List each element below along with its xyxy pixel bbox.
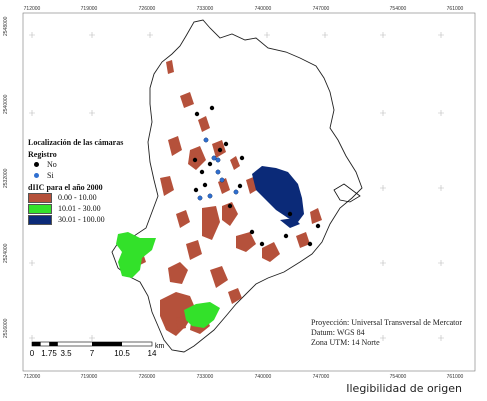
- legend-label-no: No: [47, 160, 57, 169]
- scale-label: 0: [30, 349, 35, 358]
- map-legend: Localización de las cámaras Registro No …: [28, 138, 160, 225]
- x-tick-top: 740000: [254, 6, 272, 12]
- scale-bar: 0 1.75 3.5 7 10.5 14 km: [30, 341, 165, 358]
- legend-item-si: Si: [28, 170, 160, 181]
- utm-zone-line: Zona UTM: 14 Norte: [311, 338, 380, 347]
- legend-item-no: No: [28, 159, 160, 170]
- dIIC-high-patches: [252, 166, 304, 228]
- legend-item-class3: 30.01 - 100.00: [28, 214, 160, 225]
- x-tick-top: 761000: [446, 6, 464, 12]
- outline-patches: [333, 183, 361, 203]
- black-dot-icon: [34, 162, 39, 167]
- datum-line: Datum: WGS 84: [311, 328, 365, 337]
- blue-dot-icon: [34, 173, 39, 178]
- x-tick-top: 754000: [389, 6, 407, 12]
- x-tick-top: 726000: [138, 6, 156, 12]
- camera-points-no: [192, 105, 321, 247]
- green-swatch-icon: [28, 203, 52, 214]
- scale-label: 3.5: [60, 349, 72, 358]
- dIIC-mid-patches: [116, 232, 220, 328]
- legend-label-class3: 30.01 - 100.00: [58, 215, 105, 224]
- x-tick-top: 719000: [80, 6, 98, 12]
- x-tick-bottom: 754000: [389, 374, 407, 380]
- projection-info: Proyección: Universal Transversal de Mer…: [311, 318, 462, 348]
- x-tick-bottom: 761000: [446, 374, 464, 380]
- x-tick-bottom: 726000: [138, 374, 156, 380]
- camera-points-si: [197, 137, 239, 201]
- legend-title: Localización de las cámaras: [28, 138, 124, 147]
- scale-label: 14: [148, 349, 157, 358]
- legend-dIIC-heading: dIIC para el año 2000: [28, 183, 103, 192]
- x-tick-top: 712000: [23, 6, 41, 12]
- x-tick-bottom: 740000: [254, 374, 272, 380]
- grid-crosses: [29, 32, 444, 341]
- legend-item-class2: 10.01 - 30.00: [28, 203, 160, 214]
- red-swatch-icon: [28, 192, 52, 203]
- legend-label-class1: 0.00 - 10.00: [58, 193, 97, 202]
- x-tick-bottom: 719000: [80, 374, 98, 380]
- footer-note: Ilegibilidad de origen: [346, 382, 462, 395]
- legend-registro-heading: Registro: [28, 150, 57, 159]
- navy-swatch-icon: [28, 214, 52, 225]
- x-tick-bottom: 747000: [312, 374, 330, 380]
- scale-label: 1.75: [41, 349, 57, 358]
- scale-label: 10.5: [114, 349, 130, 358]
- map-border: [22, 12, 476, 372]
- projection-line: Proyección: Universal Transversal de Mer…: [311, 318, 463, 327]
- scale-label: 7: [90, 349, 95, 358]
- x-tick-bottom: 733000: [196, 374, 214, 380]
- legend-label-si: Si: [47, 171, 54, 180]
- scale-unit: km: [155, 343, 165, 350]
- x-tick-top: 733000: [196, 6, 214, 12]
- x-tick-top: 747000: [312, 6, 330, 12]
- legend-item-class1: 0.00 - 10.00: [28, 192, 160, 203]
- x-tick-bottom: 712000: [23, 374, 41, 380]
- legend-label-class2: 10.01 - 30.00: [58, 204, 101, 213]
